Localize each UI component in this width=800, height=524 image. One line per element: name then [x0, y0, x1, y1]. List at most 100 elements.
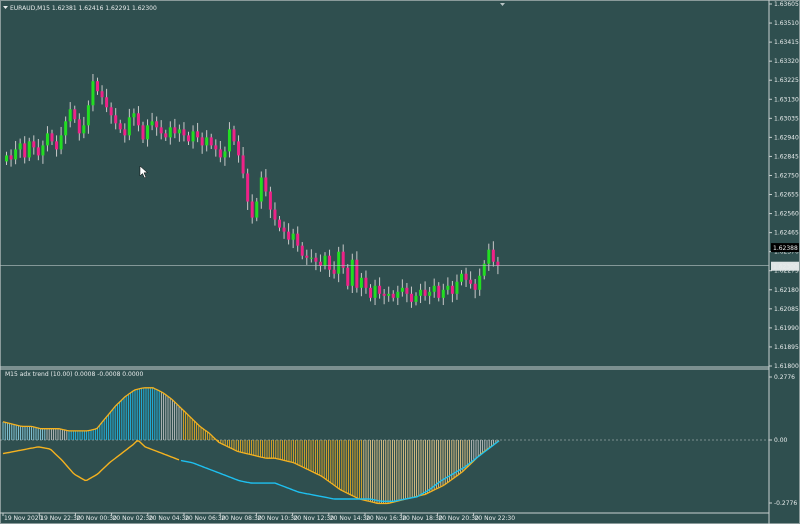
bull-candle[interactable]: [91, 81, 95, 106]
bear-candle[interactable]: [491, 249, 495, 262]
bear-candle[interactable]: [182, 129, 186, 136]
bull-candle[interactable]: [350, 259, 354, 286]
bull-candle[interactable]: [441, 289, 445, 298]
bear-candle[interactable]: [173, 127, 177, 134]
bear-candle[interactable]: [232, 129, 236, 142]
bear-candle[interactable]: [77, 119, 81, 134]
bear-candle[interactable]: [105, 97, 109, 108]
bear-candle[interactable]: [473, 283, 477, 290]
bull-candle[interactable]: [41, 145, 45, 156]
bear-candle[interactable]: [141, 125, 145, 140]
bull-candle[interactable]: [191, 131, 195, 142]
bear-candle[interactable]: [405, 287, 409, 294]
bear-candle[interactable]: [187, 135, 190, 142]
bear-candle[interactable]: [287, 231, 291, 240]
bear-candle[interactable]: [23, 143, 27, 158]
bear-candle[interactable]: [496, 261, 500, 266]
bear-candle[interactable]: [341, 251, 345, 268]
bear-candle[interactable]: [328, 255, 332, 270]
bull-candle[interactable]: [428, 291, 432, 296]
bull-candle[interactable]: [487, 249, 491, 264]
bear-candle[interactable]: [469, 279, 473, 284]
bear-candle[interactable]: [55, 141, 59, 150]
bull-candle[interactable]: [68, 109, 72, 122]
bear-candle[interactable]: [264, 177, 268, 192]
bull-candle[interactable]: [478, 275, 482, 290]
bull-candle[interactable]: [205, 137, 209, 146]
bear-candle[interactable]: [114, 115, 118, 124]
bear-candle[interactable]: [450, 285, 454, 294]
bull-candle[interactable]: [323, 255, 327, 266]
bear-candle[interactable]: [218, 149, 222, 158]
bear-candle[interactable]: [136, 113, 140, 126]
bear-candle[interactable]: [200, 137, 204, 146]
bull-candle[interactable]: [5, 155, 8, 162]
bear-candle[interactable]: [36, 147, 40, 156]
bull-candle[interactable]: [82, 125, 86, 134]
bear-candle[interactable]: [214, 145, 218, 150]
bull-candle[interactable]: [168, 127, 172, 138]
bull-candle[interactable]: [259, 177, 263, 202]
bear-candle[interactable]: [32, 141, 36, 148]
bull-candle[interactable]: [177, 129, 181, 134]
bear-candle[interactable]: [300, 245, 304, 256]
bull-candle[interactable]: [309, 257, 313, 259]
bear-candle[interactable]: [332, 269, 336, 274]
bull-candle[interactable]: [400, 287, 404, 292]
bull-candle[interactable]: [291, 233, 295, 240]
dropdown-arrow-icon[interactable]: [3, 6, 8, 9]
bull-candle[interactable]: [150, 121, 154, 126]
bull-candle[interactable]: [482, 263, 486, 276]
bear-candle[interactable]: [355, 259, 359, 288]
bull-candle[interactable]: [460, 273, 463, 282]
bull-candle[interactable]: [45, 133, 49, 146]
bull-candle[interactable]: [18, 143, 22, 150]
bear-candle[interactable]: [123, 129, 127, 136]
shift-marker-icon[interactable]: [500, 3, 505, 6]
bear-candle[interactable]: [382, 293, 386, 296]
bull-candle[interactable]: [27, 141, 31, 158]
bull-candle[interactable]: [255, 201, 259, 218]
bear-candle[interactable]: [346, 267, 350, 286]
bull-candle[interactable]: [86, 105, 90, 126]
bear-candle[interactable]: [209, 137, 213, 146]
bear-candle[interactable]: [305, 255, 309, 258]
bull-candle[interactable]: [146, 125, 150, 140]
bear-candle[interactable]: [282, 227, 286, 232]
bull-candle[interactable]: [132, 113, 136, 118]
bear-candle[interactable]: [50, 133, 54, 142]
bear-candle[interactable]: [159, 127, 163, 134]
bull-candle[interactable]: [227, 129, 231, 152]
bull-candle[interactable]: [446, 285, 450, 290]
bear-candle[interactable]: [73, 109, 77, 120]
bull-candle[interactable]: [59, 135, 63, 150]
bull-candle[interactable]: [414, 295, 418, 302]
bull-candle[interactable]: [337, 251, 341, 274]
bear-candle[interactable]: [464, 273, 468, 280]
bear-candle[interactable]: [409, 293, 413, 302]
bear-candle[interactable]: [118, 123, 122, 130]
bear-candle[interactable]: [250, 201, 254, 218]
bear-candle[interactable]: [273, 209, 277, 220]
bear-candle[interactable]: [196, 131, 200, 138]
bear-candle[interactable]: [164, 133, 168, 138]
bear-candle[interactable]: [369, 287, 372, 298]
bear-candle[interactable]: [296, 233, 300, 246]
bear-candle[interactable]: [278, 219, 281, 228]
bear-candle[interactable]: [9, 155, 13, 160]
bull-candle[interactable]: [455, 281, 459, 294]
bear-candle[interactable]: [246, 173, 250, 202]
bear-candle[interactable]: [100, 91, 104, 98]
bull-candle[interactable]: [396, 291, 400, 298]
bull-candle[interactable]: [359, 277, 363, 288]
bull-candle[interactable]: [14, 149, 18, 160]
bull-candle[interactable]: [127, 117, 131, 136]
bull-candle[interactable]: [387, 293, 391, 296]
bear-candle[interactable]: [109, 107, 113, 116]
bull-candle[interactable]: [373, 285, 377, 298]
bear-candle[interactable]: [423, 289, 427, 296]
bear-candle[interactable]: [364, 277, 368, 288]
bull-candle[interactable]: [223, 151, 227, 158]
bear-candle[interactable]: [155, 121, 159, 128]
